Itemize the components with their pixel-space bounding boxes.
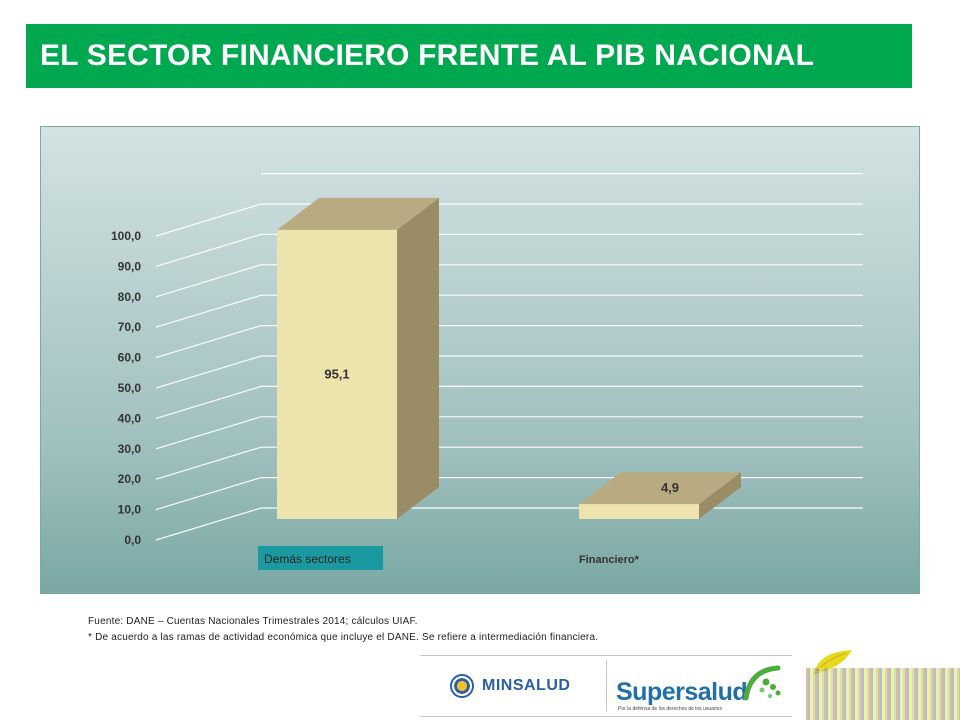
gridline xyxy=(155,477,863,511)
minsalud-logo: MINSALUD xyxy=(450,674,570,698)
minsalud-logo-text: MINSALUD xyxy=(482,677,571,694)
gridline xyxy=(155,294,863,328)
logo-strip: MINSALUD Supersalud Por la defensa de lo… xyxy=(420,655,792,717)
title-bar: EL SECTOR FINANCIERO FRENTE AL PIB NACIO… xyxy=(26,24,912,88)
chart-panel: 0,0 10,0 20,0 30,0 40,0 50,0 60,0 70,0 80,0 90,0 1… xyxy=(40,126,920,594)
y-tick-label: 10,0 xyxy=(118,503,142,517)
gridline xyxy=(155,264,863,298)
page-title: EL SECTOR FINANCIERO FRENTE AL PIB NACIO… xyxy=(40,39,815,72)
swirl-icon xyxy=(743,665,781,701)
bar xyxy=(277,229,397,519)
bar-chart: 0,0 10,0 20,0 30,0 40,0 50,0 60,0 70,0 80,0 90,0 1… xyxy=(111,172,863,570)
y-tick-label: 40,0 xyxy=(118,411,142,425)
gridline xyxy=(155,233,863,267)
data-label: 95,1 xyxy=(324,366,349,381)
y-tick-label: 90,0 xyxy=(118,259,142,273)
x-tick-label: Demás sectores xyxy=(264,552,351,566)
gridline xyxy=(155,203,863,237)
y-tick-label: 0,0 xyxy=(124,533,141,547)
source-note: Fuente: DANE – Cuentas Nacionales Trimes… xyxy=(88,616,418,627)
category-label-highlight xyxy=(258,546,383,570)
gridline xyxy=(155,507,863,541)
supersalud-slogan: Por la defensa de los derechos de los us… xyxy=(618,706,722,712)
supersalud-logo-text: Supersalud xyxy=(616,678,748,706)
gridline xyxy=(155,385,863,419)
x-tick-label: Financiero* xyxy=(579,554,640,566)
y-tick-label: 20,0 xyxy=(118,472,142,486)
bar-side xyxy=(699,472,741,519)
y-tick-label: 70,0 xyxy=(118,320,142,334)
gridline xyxy=(155,446,863,480)
bar-side xyxy=(397,197,439,519)
coat-of-arms-icon xyxy=(450,674,474,698)
gridline xyxy=(155,355,863,389)
y-tick-label: 30,0 xyxy=(118,442,142,456)
logo-divider xyxy=(606,660,607,712)
bar-top xyxy=(277,197,439,230)
y-tick-label: 60,0 xyxy=(118,351,142,365)
bar-top xyxy=(579,472,741,505)
data-label: 4,9 xyxy=(661,480,679,495)
gridline xyxy=(155,325,863,359)
gridline xyxy=(155,416,863,450)
supersalud-logo: Supersalud Por la defensa de los derecho… xyxy=(616,660,788,714)
bar xyxy=(579,504,699,519)
y-tick-label: 80,0 xyxy=(118,290,142,304)
footnotes: Fuente: DANE – Cuentas Nacionales Trimes… xyxy=(88,614,728,646)
footnote-asterisk: * De acuerdo a las ramas de actividad ec… xyxy=(88,632,599,643)
y-tick-label: 50,0 xyxy=(118,381,142,395)
corner-decoration xyxy=(806,668,960,720)
y-tick-label: 100,0 xyxy=(111,229,141,243)
